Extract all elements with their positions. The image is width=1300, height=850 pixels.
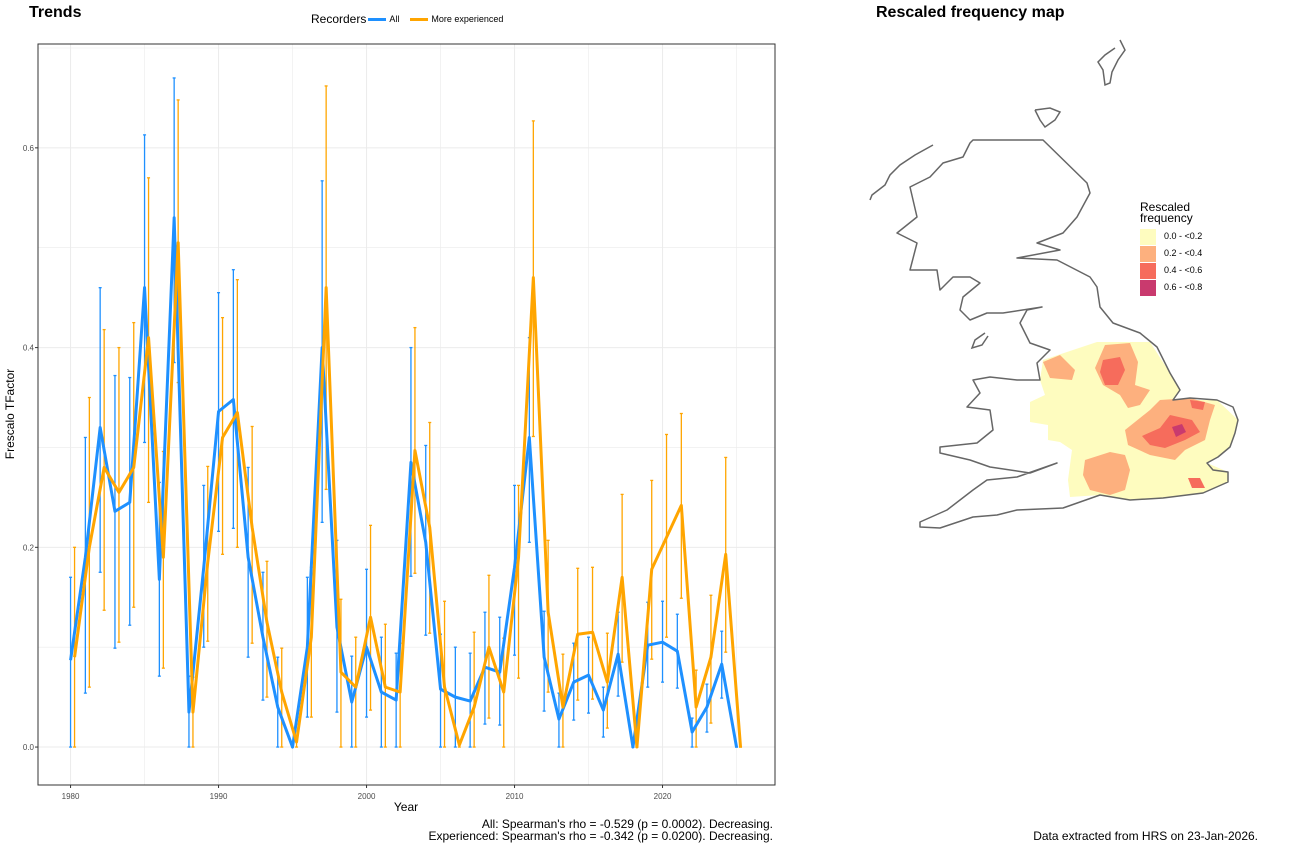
orkney-islands: [1034, 107, 1062, 129]
map-legend-label: 0.2 - <0.4: [1164, 248, 1203, 258]
legend-box-0: [1140, 228, 1156, 245]
shetland-islands: [1097, 39, 1126, 87]
x-tick-label: 1980: [62, 792, 80, 801]
freq-band-0-0.2: [1030, 342, 1238, 500]
y-tick-label: 0.0: [23, 743, 35, 752]
frequency-surface: [1030, 342, 1238, 500]
chart-legend: Recorders All More experienced: [311, 12, 512, 26]
isle-of-man: [970, 332, 989, 350]
legend-label-all: All: [389, 14, 400, 24]
axis-ticks: 1980 1990 2000 2010 2020 0.0 0.2 0.4 0.6: [23, 144, 672, 801]
map-legend-title-2: frequency: [1140, 211, 1193, 225]
legend-box-2: [1140, 262, 1156, 279]
freq-band-0.2-0.4: [1043, 355, 1075, 380]
map-legend-item: 0.2 - <0.4: [1140, 245, 1202, 262]
map-legend-label: 0.4 - <0.6: [1164, 265, 1203, 275]
freq-band-0.2-0.4: [1083, 452, 1130, 495]
data-note: Data extracted from HRS on 23-Jan-2026.: [1033, 829, 1258, 843]
legend-swatch-all: [368, 17, 387, 21]
freq-band-0.6-0.8: [1172, 424, 1186, 437]
x-tick-label: 1990: [210, 792, 228, 801]
map-legend-item: 0.0 - <0.2: [1140, 228, 1202, 245]
legend-box-1: [1140, 245, 1156, 262]
error-bars-experienced: [73, 85, 743, 748]
y-tick-label: 0.4: [23, 344, 35, 353]
freq-band-0.4-0.6: [1190, 400, 1205, 410]
y-tick-label: 0.6: [23, 144, 35, 153]
map-legend-label: 0.6 - <0.8: [1164, 282, 1203, 292]
x-tick-label: 2010: [506, 792, 524, 801]
stats-all: All: Spearman's rho = -0.529 (p = 0.0002…: [481, 817, 773, 831]
outer-hebrides: [869, 144, 934, 201]
spearman-stats: All: Spearman's rho = -0.529 (p = 0.0002…: [429, 818, 774, 842]
freq-band-0.4-0.6: [1142, 415, 1200, 448]
legend-box-3: [1140, 279, 1156, 296]
legend-swatch-experienced: [410, 17, 429, 21]
trends-chart: 1980 1990 2000 2010 2020 0.0 0.2 0.4 0.6 Year Fr…: [3, 43, 776, 814]
y-axis-label: Frescalo TFactor: [3, 369, 17, 459]
gb-coastline: [896, 139, 1239, 529]
freq-band-0.4-0.6: [1100, 357, 1125, 385]
x-tick-label: 2020: [654, 792, 672, 801]
map-legend-title-1: Rescaled: [1140, 200, 1191, 214]
map-legend-label: 0.0 - <0.2: [1164, 231, 1203, 241]
legend-label-experienced: More experienced: [431, 14, 504, 24]
series-line-experienced: [73, 241, 743, 749]
freq-band-0.4-0.6: [1188, 478, 1205, 488]
series-line-all: [69, 216, 738, 749]
map-legend-item: 0.4 - <0.6: [1140, 262, 1202, 279]
series-lines: [69, 216, 743, 749]
legend-title: Recorders: [311, 12, 367, 26]
y-tick-label: 0.2: [23, 543, 35, 552]
map-legend: Rescaled frequency 0.0 - <0.2 0.2 - <0.4…: [1140, 200, 1202, 296]
x-tick-label: 2000: [358, 792, 376, 801]
x-axis-label: Year: [394, 800, 418, 814]
freq-band-0.2-0.4: [1125, 398, 1215, 460]
plot-panel-border: [37, 43, 776, 786]
map-title: Rescaled frequency map: [876, 4, 1065, 21]
stats-experienced: Experienced: Spearman's rho = -0.342 (p …: [428, 829, 774, 843]
trends-title: Trends: [29, 4, 82, 21]
freq-band-0.2-0.4: [1095, 343, 1150, 408]
map-legend-item: 0.6 - <0.8: [1140, 279, 1202, 296]
